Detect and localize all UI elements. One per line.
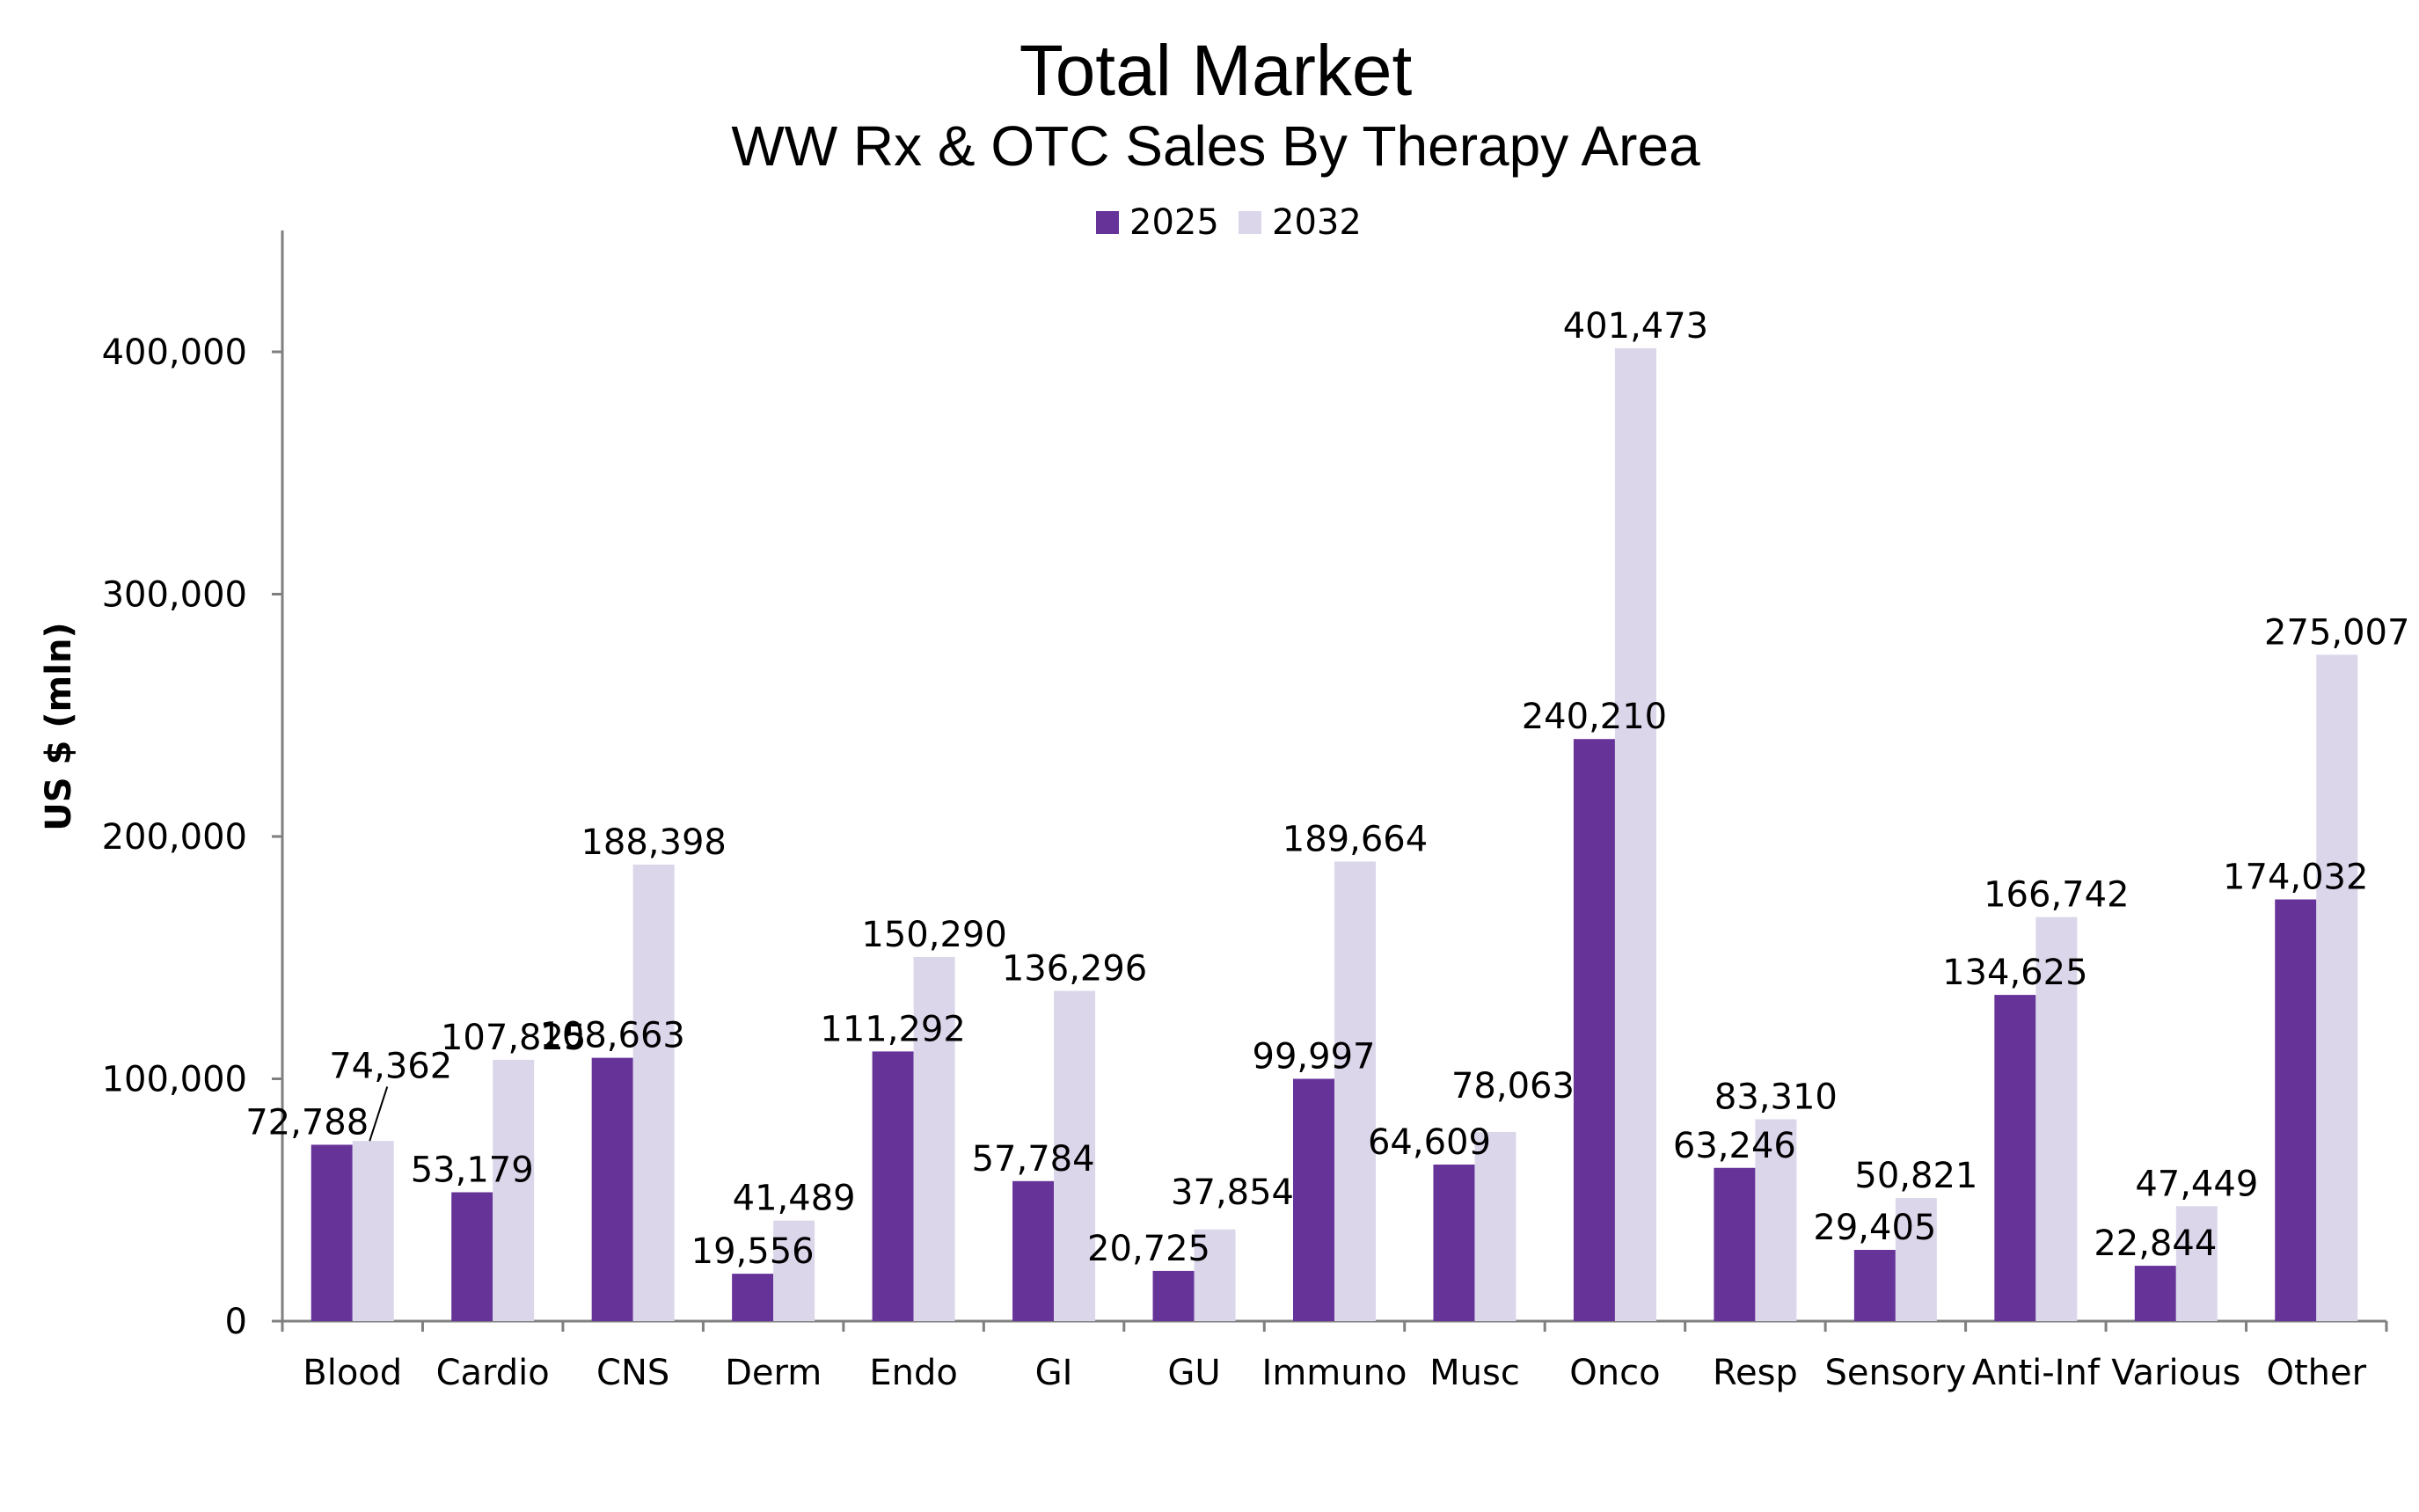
x-tick-label-anti-inf: Anti-Inf <box>1972 1353 2101 1393</box>
x-tick-label-onco: Onco <box>1569 1353 1660 1393</box>
data-label-immuno-2032: 189,664 <box>1283 819 1428 859</box>
bar-cns-2032 <box>632 864 675 1321</box>
y-tick-label: 200,000 <box>102 817 247 858</box>
bar-endo-2032 <box>913 956 955 1321</box>
bar-immuno-2025 <box>1293 1078 1334 1321</box>
bar-gi-2025 <box>1012 1180 1055 1321</box>
data-label-sensory-2025: 29,405 <box>1813 1208 1936 1248</box>
bar-anti-inf-2032 <box>2035 917 2078 1321</box>
x-tick-label-immuno: Immuno <box>1262 1353 1407 1393</box>
data-label-other-2032: 275,007 <box>2264 612 2409 653</box>
x-tick-label-gi: GI <box>1035 1353 1073 1393</box>
x-tick-label-gu: GU <box>1167 1353 1220 1393</box>
data-label-blood-2025: 72,788 <box>245 1102 369 1143</box>
data-label-gi-2032: 136,296 <box>1002 949 1147 990</box>
bar-various-2025 <box>2134 1266 2176 1321</box>
data-label-derm-2032: 41,489 <box>733 1179 856 1219</box>
legend-swatch-2032 <box>1239 211 1261 234</box>
x-tick-label-resp: Resp <box>1713 1353 1798 1393</box>
data-label-various-2032: 47,449 <box>2135 1164 2258 1204</box>
data-label-resp-2025: 63,246 <box>1673 1126 1796 1166</box>
data-label-sensory-2032: 50,821 <box>1854 1156 1977 1196</box>
x-tick-label-blood: Blood <box>303 1353 402 1393</box>
axes: 0 100,000 200,000 300,000 400,000 Blood Cardio… <box>102 230 2388 1393</box>
x-tick-label-derm: Derm <box>725 1353 822 1393</box>
y-tick-label: 300,000 <box>102 575 247 616</box>
data-label-endo-2032: 150,290 <box>861 915 1006 955</box>
bar-cardio-2032 <box>493 1059 535 1321</box>
data-label-resp-2032: 83,310 <box>1714 1077 1838 1117</box>
legend: 2025 2032 <box>1096 202 1362 243</box>
bar-gu-2032 <box>1194 1229 1236 1321</box>
data-label-anti-inf-2032: 166,742 <box>1984 875 2129 916</box>
chart-title: Total Market <box>1019 31 1413 111</box>
data-label-immuno-2025: 99,997 <box>1253 1037 1376 1077</box>
bar-immuno-2032 <box>1334 861 1376 1321</box>
data-label-onco-2025: 240,210 <box>1522 697 1667 737</box>
bar-sensory-2025 <box>1853 1249 1896 1321</box>
data-label-gu-2025: 20,725 <box>1087 1229 1210 1269</box>
x-tick-label-other: Other <box>2266 1353 2366 1393</box>
bar-blood-2025 <box>311 1144 353 1321</box>
legend-label-2032: 2032 <box>1272 202 1362 243</box>
y-tick-label: 0 <box>225 1302 247 1342</box>
bar-other-2025 <box>2275 899 2317 1321</box>
leader-line-blood <box>369 1086 389 1142</box>
data-label-anti-inf-2025: 134,625 <box>1942 953 2087 993</box>
y-tick-label: 100,000 <box>102 1060 247 1100</box>
x-tick-label-cns: CNS <box>596 1353 669 1393</box>
data-label-other-2025: 174,032 <box>2223 858 2368 898</box>
y-axis-label: US $ (mln) <box>39 622 79 830</box>
data-label-derm-2025: 19,556 <box>691 1231 815 1272</box>
bars <box>311 347 2358 1321</box>
chart-subtitle: WW Rx & OTC Sales By Therapy Area <box>731 114 1700 178</box>
data-label-gi-2025: 57,784 <box>972 1139 1095 1180</box>
bar-gi-2032 <box>1054 990 1096 1321</box>
bar-musc-2032 <box>1474 1131 1516 1321</box>
bar-derm-2032 <box>773 1220 815 1321</box>
data-label-musc-2032: 78,063 <box>1451 1066 1575 1107</box>
x-tick-label-musc: Musc <box>1429 1353 1520 1393</box>
data-label-various-2025: 22,844 <box>2094 1223 2217 1264</box>
y-tick-label: 400,000 <box>102 332 247 373</box>
bar-resp-2025 <box>1714 1167 1756 1321</box>
data-label-cns-2032: 188,398 <box>581 822 726 863</box>
bar-sensory-2032 <box>1895 1197 1937 1321</box>
bar-gu-2025 <box>1152 1270 1195 1321</box>
data-label-onco-2032: 401,473 <box>1563 306 1708 347</box>
bar-cardio-2025 <box>451 1192 493 1321</box>
x-tick-label-cardio: Cardio <box>436 1353 550 1393</box>
bar-resp-2032 <box>1755 1119 1797 1321</box>
bar-cns-2025 <box>591 1057 633 1321</box>
data-label-cardio-2032: 107,825 <box>441 1018 586 1058</box>
data-label-cns-2025: 108,663 <box>539 1016 684 1056</box>
legend-label-2025: 2025 <box>1129 202 1219 243</box>
bar-musc-2025 <box>1433 1165 1475 1321</box>
bar-blood-2032 <box>352 1141 394 1321</box>
bar-other-2032 <box>2316 654 2358 1321</box>
data-label-gu-2032: 37,854 <box>1171 1172 1294 1213</box>
x-tick-label-various: Various <box>2111 1353 2240 1393</box>
data-label-blood-2032: 74,362 <box>329 1046 452 1086</box>
bar-various-2032 <box>2175 1206 2218 1321</box>
bar-onco-2032 <box>1614 347 1656 1321</box>
x-tick-label-sensory: Sensory <box>1824 1353 1966 1393</box>
data-label-cardio-2025: 53,179 <box>411 1150 534 1190</box>
bar-derm-2025 <box>732 1274 774 1321</box>
bar-anti-inf-2025 <box>1994 995 2036 1321</box>
legend-swatch-2025 <box>1096 211 1119 234</box>
data-label-endo-2025: 111,292 <box>820 1009 965 1049</box>
x-tick-label-endo: Endo <box>869 1353 958 1393</box>
bar-endo-2025 <box>872 1051 914 1321</box>
data-label-musc-2025: 64,609 <box>1368 1122 1491 1163</box>
bar-onco-2025 <box>1573 739 1615 1321</box>
